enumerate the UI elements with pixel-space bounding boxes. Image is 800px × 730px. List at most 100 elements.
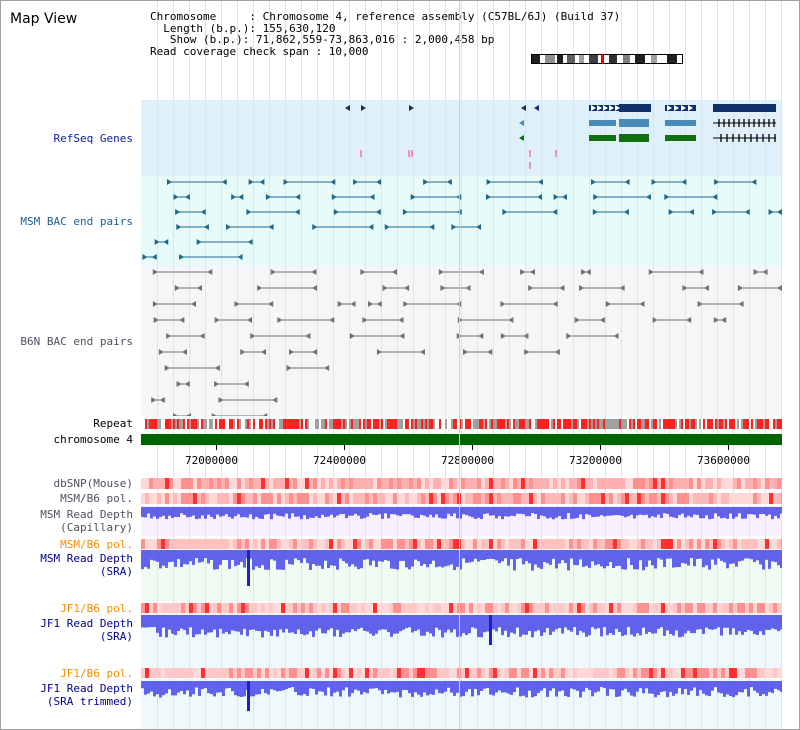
b6n-bac-track[interactable]	[141, 266, 782, 416]
depth-bar	[498, 507, 501, 517]
depth-bar	[177, 615, 180, 632]
repeat-segment	[415, 419, 417, 429]
heat-cell	[157, 603, 161, 613]
depth-bar	[525, 615, 528, 635]
depth-bar	[516, 681, 519, 688]
heat-cell	[169, 478, 173, 489]
depth-bar	[372, 550, 375, 561]
depth-bar	[159, 507, 162, 518]
repeat-segment	[475, 419, 477, 429]
msm-bac-pair-end	[645, 194, 651, 200]
gene-body	[713, 104, 776, 112]
msm-bac-track[interactable]	[141, 176, 782, 266]
depth-bar	[495, 507, 498, 519]
repeat-segment	[441, 419, 443, 429]
heat-cell	[169, 493, 173, 504]
heat-cell	[781, 478, 782, 489]
chromosome-ideogram[interactable]	[531, 54, 683, 64]
depth-bar	[438, 507, 441, 518]
depth-spike	[247, 681, 250, 711]
repeat-segment	[181, 419, 183, 429]
depth-bar	[261, 550, 264, 566]
b6n-bac-pair-end	[559, 285, 565, 291]
depth-bar	[504, 550, 507, 559]
depth-bar	[297, 507, 300, 517]
heat-cell	[445, 603, 449, 613]
depth-bar	[693, 507, 696, 515]
heat-cell	[245, 539, 249, 549]
depth-bar	[180, 507, 183, 514]
heat-cell	[769, 493, 773, 504]
depth-bar	[321, 550, 324, 569]
heat-cell	[301, 478, 305, 489]
msm-bac-pair-end	[623, 209, 629, 215]
depth-bar	[468, 615, 471, 634]
heat-cell	[145, 539, 149, 549]
b6n-bac-pair-end	[174, 285, 180, 291]
repeat-segment	[253, 419, 255, 429]
heat-cell	[141, 668, 145, 678]
repeat-segment	[313, 419, 315, 429]
heat-cell	[693, 603, 697, 613]
repeat-segment	[149, 419, 151, 429]
heat-cell	[313, 603, 317, 613]
depth-bar	[249, 550, 252, 559]
depth-spike	[247, 550, 250, 586]
repeat-segment	[145, 419, 147, 429]
heat-cell	[433, 493, 437, 504]
depth-bar	[591, 507, 594, 518]
heat-cell	[581, 668, 585, 678]
heat-cell	[593, 668, 597, 678]
repeat-segment	[425, 419, 427, 429]
depth-bar	[201, 681, 204, 690]
heat-cell	[225, 493, 229, 504]
refseq-genes-track[interactable]	[141, 100, 782, 176]
repeat-segment	[403, 419, 405, 429]
depth-bar	[216, 550, 219, 570]
repeat-segment	[163, 419, 165, 429]
depth-bar	[294, 507, 297, 517]
repeat-segment	[655, 419, 657, 429]
repeat-segment	[741, 419, 743, 429]
b6n-bac-pair-end	[176, 381, 182, 387]
depth-bar	[174, 681, 177, 696]
depth-bar	[663, 681, 666, 692]
depth-bar	[624, 507, 627, 518]
depth-bar	[507, 550, 510, 566]
heat-cell	[173, 493, 177, 504]
repeat-segment	[205, 419, 207, 429]
heat-cell	[697, 478, 701, 489]
repeat-segment	[455, 419, 457, 429]
heat-cell	[221, 668, 225, 678]
repeat-segment	[551, 419, 553, 429]
repeat-segment	[227, 419, 229, 429]
b6n-bac-pair-end	[639, 301, 645, 307]
depth-bar	[723, 615, 726, 628]
repeat-segment	[437, 419, 439, 429]
depth-bar	[741, 615, 744, 635]
depth-bar	[537, 550, 540, 568]
heat-cell	[553, 539, 557, 549]
heat-cell	[309, 668, 313, 678]
heat-cell	[513, 539, 517, 549]
depth-bar	[771, 615, 774, 629]
heat-cell	[649, 668, 653, 678]
repeat-segment	[591, 419, 593, 429]
repeat-segment	[239, 419, 241, 429]
depth-bar	[255, 550, 258, 567]
axis-tick-label: 72400000	[313, 454, 366, 467]
heat-cell	[513, 493, 517, 504]
repeat-segment	[621, 419, 623, 429]
heat-cell	[497, 668, 501, 678]
repeat-segment	[607, 419, 609, 429]
depth-bar	[537, 615, 540, 631]
b6n-bac-pair-end	[398, 317, 404, 323]
depth-bar	[486, 681, 489, 688]
depth-bar	[732, 681, 735, 698]
repeat-segment	[409, 419, 411, 429]
heat-cell	[685, 478, 689, 489]
heat-cell	[257, 478, 261, 489]
heat-cell	[541, 603, 545, 613]
jf1-depth-trimmed-chart	[141, 681, 782, 711]
depth-bar	[756, 550, 759, 561]
